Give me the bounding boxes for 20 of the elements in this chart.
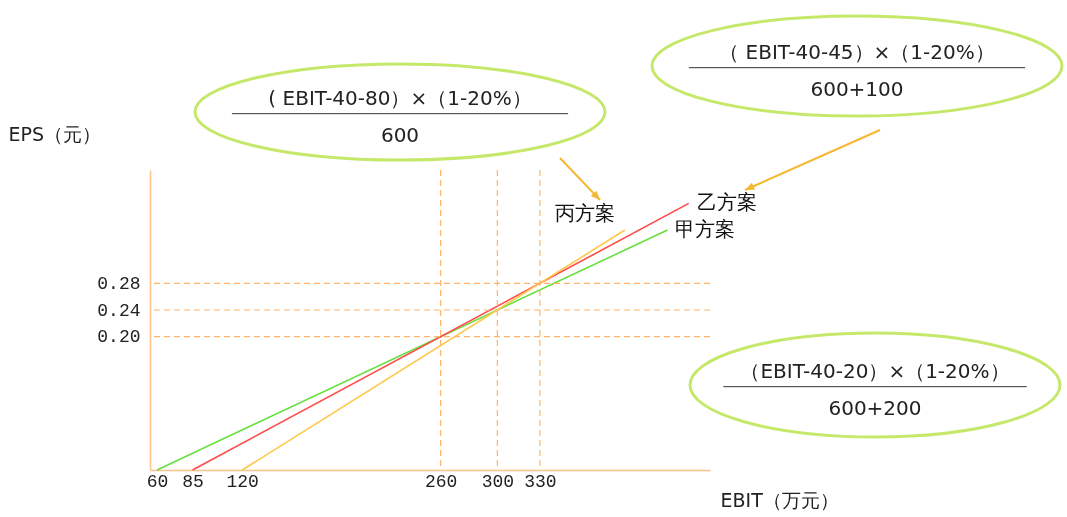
- x-tick-label: 300: [481, 471, 515, 492]
- series-label: 乙方案: [696, 190, 757, 215]
- text: 600: [379, 123, 421, 147]
- x-axis-title: EBIT（万元）: [720, 488, 839, 511]
- x-tick-label: 120: [226, 471, 259, 492]
- text: 600+100: [809, 77, 905, 101]
- y-tick-label: 0.24: [97, 300, 141, 321]
- x-tick-label: 85: [182, 471, 204, 492]
- series-label: 甲方案: [675, 217, 736, 241]
- y-tick-label: 0.28: [97, 273, 141, 294]
- text: （EBIT-40-20）×（1-20%）: [739, 358, 1011, 385]
- series-label: 丙方案: [554, 201, 615, 225]
- text: 600+200: [827, 396, 923, 420]
- text: （ EBIT-40-45）×（1-20%）: [718, 39, 996, 66]
- x-tick-label: 60: [146, 471, 169, 492]
- y-axis-title: EPS（元）: [8, 122, 102, 145]
- y-tick-label: 0.20: [97, 327, 141, 348]
- x-tick-label: 330: [524, 471, 557, 492]
- x-tick-label: 260: [424, 471, 458, 492]
- text: ( EBIT-40-80）×（1-20%）: [267, 85, 533, 112]
